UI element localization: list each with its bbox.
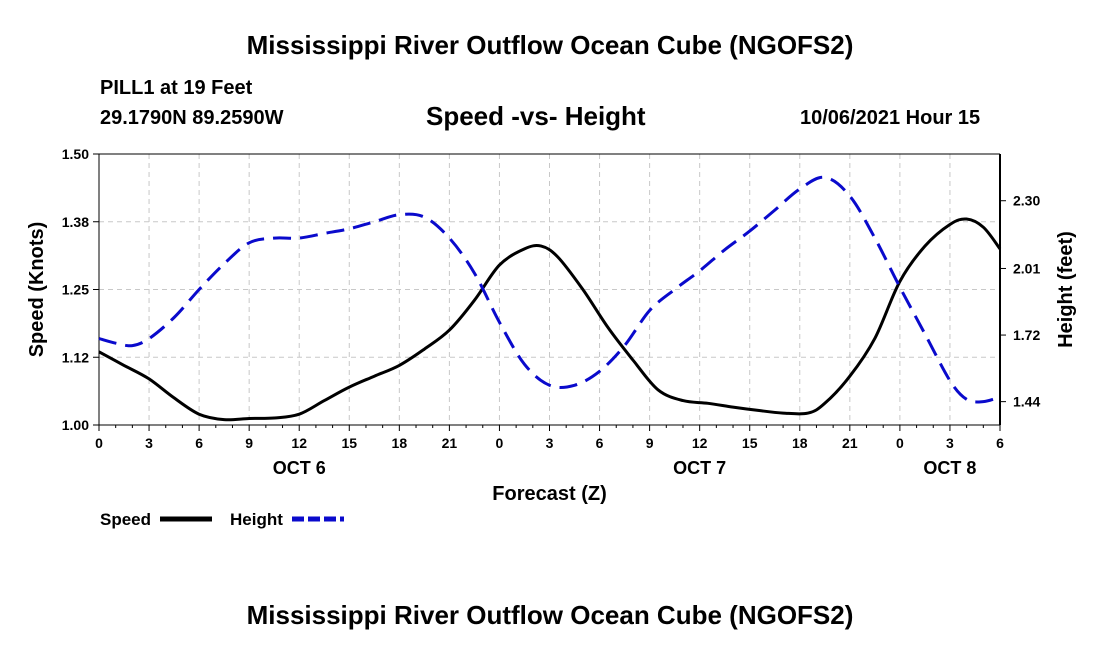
day-label: OCT 8 [923, 458, 976, 478]
station-label: PILL1 at 19 Feet [100, 77, 253, 99]
y-axis-title: Speed (Knots) [26, 222, 48, 358]
y-tick-label: 1.00 [62, 417, 89, 433]
x-tick-label: 18 [792, 435, 808, 451]
x-tick-label: 21 [442, 435, 458, 451]
station-coordinates: 29.1790N 89.2590W [100, 107, 284, 129]
height-series-line [98, 175, 1001, 404]
x-tick-label: 6 [996, 435, 1004, 451]
x-tick-label: 9 [245, 435, 253, 451]
day-label: OCT 7 [673, 458, 726, 478]
x-tick-label: 3 [145, 435, 153, 451]
top-title: Mississippi River Outflow Ocean Cube (NG… [246, 30, 854, 60]
x-tick-label: 9 [646, 435, 654, 451]
y-right-tick-label: 1.72 [1013, 327, 1040, 343]
y-right-tick-label: 2.30 [1013, 193, 1040, 209]
x-tick-label: 18 [392, 435, 408, 451]
y-right-tick-label: 2.01 [1013, 260, 1040, 276]
y-right-axis-title: Height (feet) [1055, 231, 1077, 348]
x-tick-label: 6 [596, 435, 604, 451]
x-axis-title: Forecast (Z) [492, 483, 606, 505]
legend-label-height: Height [230, 510, 283, 529]
forecast-date: 10/06/2021 Hour 15 [800, 107, 981, 129]
y-tick-label: 1.12 [62, 349, 89, 365]
y-tick-label: 1.38 [62, 214, 89, 230]
x-tick-label: 21 [842, 435, 858, 451]
x-tick-label: 3 [946, 435, 954, 451]
x-tick-label: 0 [95, 435, 103, 451]
y-right-tick-label: 1.44 [1013, 394, 1040, 410]
bottom-title: Mississippi River Outflow Ocean Cube (NG… [246, 600, 854, 630]
x-tick-label: 15 [742, 435, 758, 451]
legend-label-speed: Speed [100, 510, 151, 529]
day-label: OCT 6 [273, 458, 326, 478]
y-tick-label: 1.50 [62, 146, 89, 162]
x-tick-label: 0 [896, 435, 904, 451]
y-tick-label: 1.25 [62, 282, 89, 298]
x-tick-label: 15 [341, 435, 357, 451]
x-tick-label: 0 [496, 435, 504, 451]
chart-subtitle: Speed -vs- Height [426, 101, 646, 131]
x-tick-label: 12 [291, 435, 307, 451]
x-tick-label: 3 [546, 435, 554, 451]
x-tick-label: 12 [692, 435, 708, 451]
speed-series-line [98, 217, 1002, 422]
x-tick-label: 6 [195, 435, 203, 451]
